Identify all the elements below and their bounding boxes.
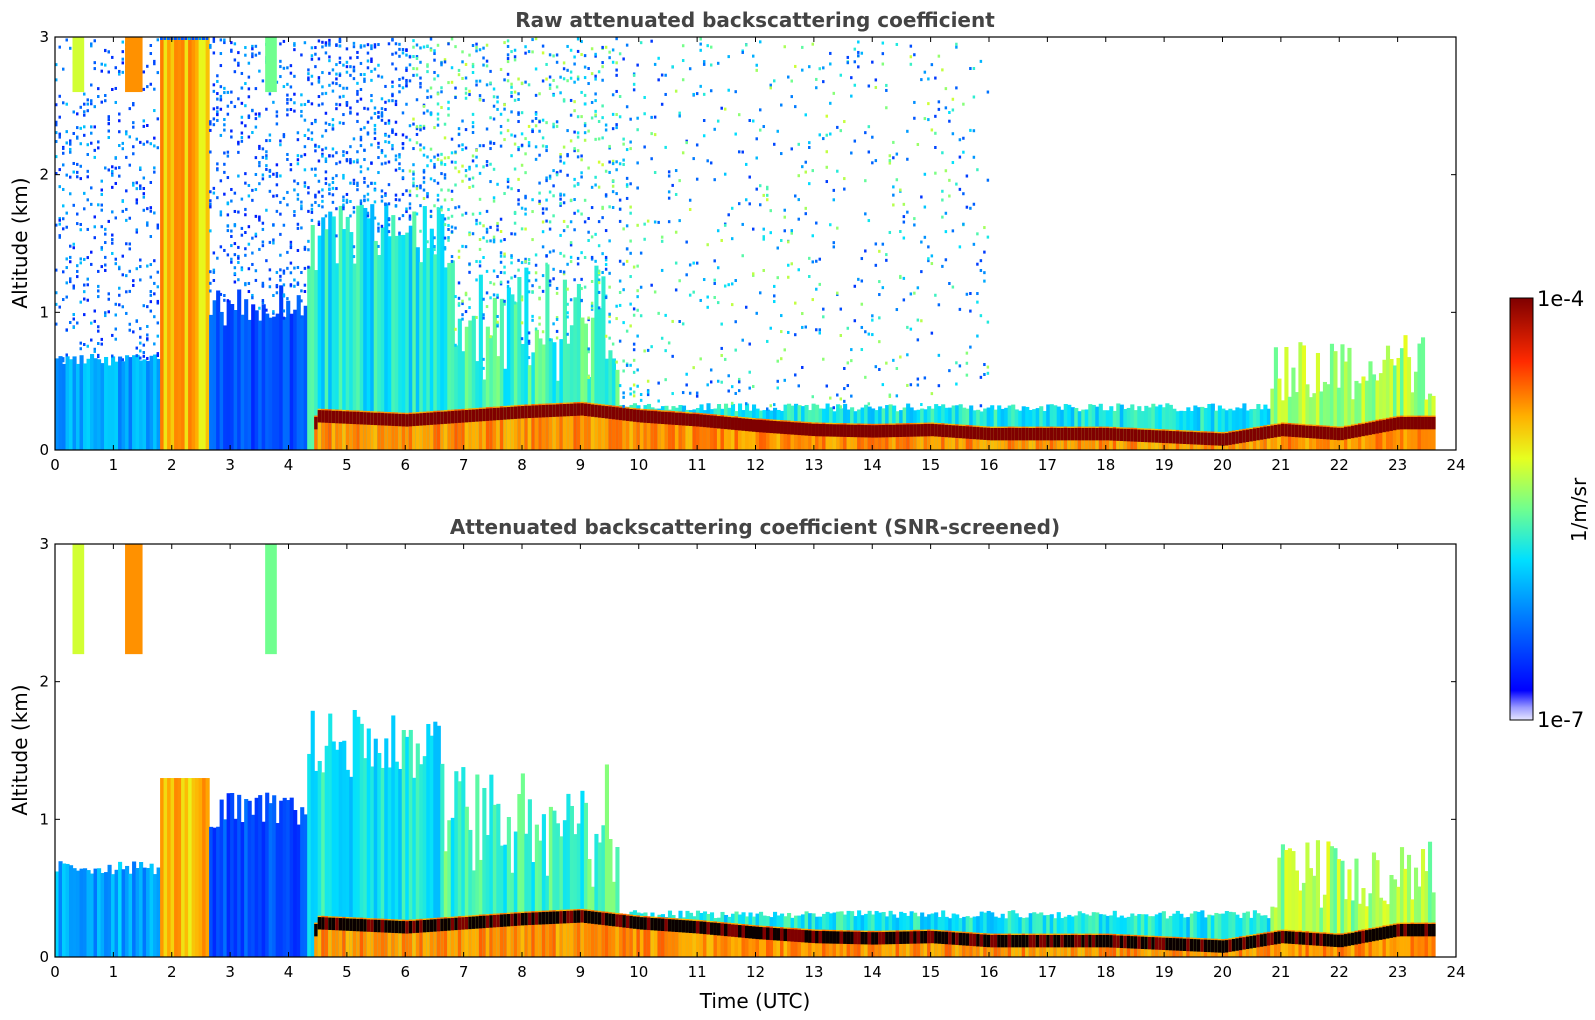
x-tick-label: 2 [167,963,177,981]
x-tick-label: 16 [979,456,998,474]
x-tick-label: 6 [400,963,410,981]
y-tick-label: 3 [39,535,49,553]
x-tick-label: 18 [1096,963,1115,981]
x-tick-label: 2 [167,456,177,474]
top-y-axis: 0 1 2 3 [39,28,1456,459]
x-tick-label: 3 [225,456,235,474]
x-tick-label: 5 [342,456,352,474]
x-tick-label: 19 [1155,456,1174,474]
x-tick-label: 0 [50,456,60,474]
bottom-x-axis: 0 1 2 3 4 5 6 7 8 9 10 11 12 13 14 15 16 17 18 19 20 21 22 23 24 [50,544,1466,981]
x-tick-label: 1 [109,963,119,981]
x-tick-label: 3 [225,963,235,981]
x-tick-label: 13 [804,963,823,981]
y-tick-label: 3 [39,28,49,46]
x-tick-label: 22 [1330,963,1349,981]
colorbar-unit-label: 1/m/sr [1567,477,1591,542]
x-tick-label: 9 [576,963,586,981]
x-tick-label: 11 [688,963,707,981]
x-tick-label: 23 [1388,963,1407,981]
x-tick-label: 5 [342,963,352,981]
x-tick-label: 15 [921,963,940,981]
x-tick-label: 10 [629,456,648,474]
top-heatmap-layer [55,37,1436,450]
x-tick-label: 10 [629,963,648,981]
x-tick-label: 18 [1096,456,1115,474]
x-tick-label: 15 [921,456,940,474]
y-tick-label: 0 [39,441,49,459]
x-tick-label: 12 [746,963,765,981]
y-tick-label: 1 [39,810,49,828]
bottom-panel-title: Attenuated backscattering coefficient (S… [450,515,1060,539]
x-tick-label: 14 [863,456,882,474]
x-tick-label: 9 [576,456,586,474]
bottom-y-axis: 0 1 2 3 [39,535,1456,966]
x-tick-label: 20 [1213,963,1232,981]
x-tick-label: 24 [1446,456,1465,474]
bottom-heatmap-layer [55,544,1436,957]
x-tick-label: 24 [1446,963,1465,981]
x-tick-label: 23 [1388,456,1407,474]
x-tick-label: 8 [517,456,527,474]
x-tick-label: 21 [1271,456,1290,474]
x-tick-label: 1 [109,456,119,474]
x-tick-label: 13 [804,456,823,474]
top-y-axis-label: Altitude (km) [8,177,32,308]
x-tick-label: 4 [284,456,294,474]
y-tick-label: 2 [39,673,49,691]
x-tick-label: 0 [50,963,60,981]
x-tick-label: 21 [1271,963,1290,981]
x-tick-label: 11 [688,456,707,474]
top-x-axis: 0 1 2 3 4 5 6 7 8 9 10 11 12 13 14 15 16 17 18 19 20 21 22 23 24 [50,37,1466,474]
y-tick-label: 2 [39,166,49,184]
x-tick-label: 7 [459,963,469,981]
x-tick-label: 17 [1038,456,1057,474]
x-tick-label: 7 [459,456,469,474]
x-tick-label: 22 [1330,456,1349,474]
colorbar-max-label: 1e-4 [1537,287,1584,311]
y-tick-label: 1 [39,303,49,321]
colorbar [1509,297,1534,721]
x-tick-label: 17 [1038,963,1057,981]
top-panel-title: Raw attenuated backscattering coefficien… [515,8,995,32]
x-tick-label: 20 [1213,456,1232,474]
y-tick-label: 0 [39,948,49,966]
x-tick-label: 4 [284,963,294,981]
colorbar-min-label: 1e-7 [1537,708,1584,732]
x-tick-label: 6 [400,456,410,474]
x-tick-label: 8 [517,963,527,981]
bottom-y-axis-label: Altitude (km) [8,684,32,815]
x-tick-label: 16 [979,963,998,981]
x-tick-label: 12 [746,456,765,474]
x-tick-label: 14 [863,963,882,981]
x-tick-label: 19 [1155,963,1174,981]
x-axis-label: Time (UTC) [699,989,811,1013]
